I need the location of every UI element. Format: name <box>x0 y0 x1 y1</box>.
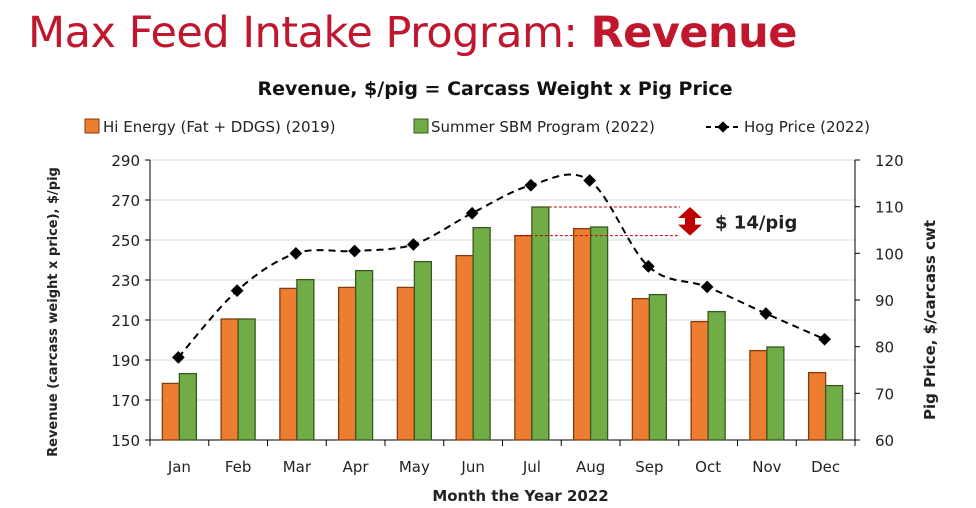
bar-hi-energy <box>690 320 709 441</box>
slide-title-emphasis: Revenue <box>590 8 798 58</box>
hog-price-marker <box>407 238 420 251</box>
hog-price-marker <box>172 351 185 364</box>
x-tick-label: May <box>399 458 430 476</box>
hog-price-marker <box>818 332 831 346</box>
hog-price-marker <box>583 174 596 187</box>
hog-price-marker <box>700 280 714 294</box>
bar-summer-sbm <box>531 206 550 441</box>
bar-hi-energy <box>455 254 474 441</box>
y2-tick-label: 120 <box>875 152 904 170</box>
legend-label-hi-energy: Hi Energy (Fat + DDGS) (2019) <box>103 118 336 136</box>
slide-title: Max Feed Intake Program: Revenue <box>28 8 797 58</box>
y2-tick-label: 70 <box>875 385 894 403</box>
x-tick-label: Oct <box>695 458 721 476</box>
bar-summer-sbm <box>707 310 726 441</box>
bar-hi-energy <box>749 349 768 441</box>
y2-tick-label: 90 <box>875 292 894 310</box>
x-tick-label: Dec <box>811 458 840 476</box>
hog-price-marker <box>289 246 303 260</box>
hog-price-marker <box>348 244 361 258</box>
bar-hi-energy <box>161 382 181 441</box>
bar-hi-energy <box>514 234 533 441</box>
bar-summer-sbm <box>589 226 609 441</box>
hog-price-line <box>177 173 826 359</box>
annotation-label: $ 14/pig <box>715 212 797 233</box>
x-axis-title: Month the Year 2022 <box>432 487 608 505</box>
y2-axis-title: Pig Price, $/carcass cwt <box>921 220 939 420</box>
y2-tick-label: 60 <box>875 432 894 450</box>
y-tick-label: 250 <box>111 232 140 250</box>
x-tick-label: Jan <box>167 458 191 476</box>
bar-hi-energy <box>220 318 239 441</box>
x-tick-label: Jun <box>460 458 484 476</box>
double-arrow-icon <box>678 207 702 236</box>
bar-hi-energy <box>807 371 827 441</box>
bar-summer-sbm <box>178 372 198 441</box>
bar-summer-sbm <box>296 278 315 441</box>
y2-tick-label: 80 <box>875 339 894 357</box>
y-tick-label: 270 <box>111 192 140 210</box>
chart-title: Revenue, $/pig = Carcass Weight x Pig Pr… <box>257 78 733 100</box>
y2-tick-label: 100 <box>875 245 904 263</box>
y2-tick-label: 110 <box>875 199 904 217</box>
x-tick-label: Aug <box>576 458 605 476</box>
legend-label-hog-price: Hog Price (2022) <box>744 118 870 136</box>
legend-marker-hog-price <box>717 121 729 133</box>
legend-swatch-summer-sbm <box>413 118 429 134</box>
bar-hi-energy <box>572 227 592 441</box>
bar-summer-sbm <box>354 269 374 441</box>
bar-summer-sbm <box>413 260 433 441</box>
bar-summer-sbm <box>824 384 844 441</box>
y-tick-label: 170 <box>111 392 140 410</box>
y-tick-label: 230 <box>111 272 140 290</box>
bar-summer-sbm <box>766 346 785 441</box>
y-tick-label: 290 <box>111 152 140 170</box>
x-tick-label: Nov <box>752 458 781 476</box>
hog-price-marker <box>465 206 479 220</box>
y-axis-title: Revenue (carcass weight x price), $/pig <box>46 167 61 457</box>
slide-title-prefix: Max Feed Intake Program: <box>28 8 591 58</box>
x-tick-label: Mar <box>283 458 312 476</box>
bar-hi-energy <box>337 286 357 441</box>
hog-price-marker <box>524 178 538 192</box>
legend-label-summer-sbm: Summer SBM Program (2022) <box>431 118 655 136</box>
y-tick-label: 150 <box>111 432 140 450</box>
x-tick-label: Apr <box>343 458 370 476</box>
hog-price-marker <box>230 284 244 298</box>
bar-hi-energy <box>279 287 298 441</box>
legend-swatch-hi-energy <box>84 118 100 134</box>
bar-summer-sbm <box>648 293 668 441</box>
y-tick-label: 190 <box>111 352 140 370</box>
y-tick-label: 210 <box>111 312 140 330</box>
bar-summer-sbm <box>237 318 256 441</box>
bar-summer-sbm <box>472 226 491 441</box>
bar-hi-energy <box>631 297 651 441</box>
bar-hi-energy <box>396 286 416 441</box>
x-tick-label: Jul <box>522 458 541 476</box>
x-tick-label: Sep <box>635 458 663 476</box>
x-tick-label: Feb <box>225 458 252 476</box>
hog-price-marker <box>759 307 773 320</box>
